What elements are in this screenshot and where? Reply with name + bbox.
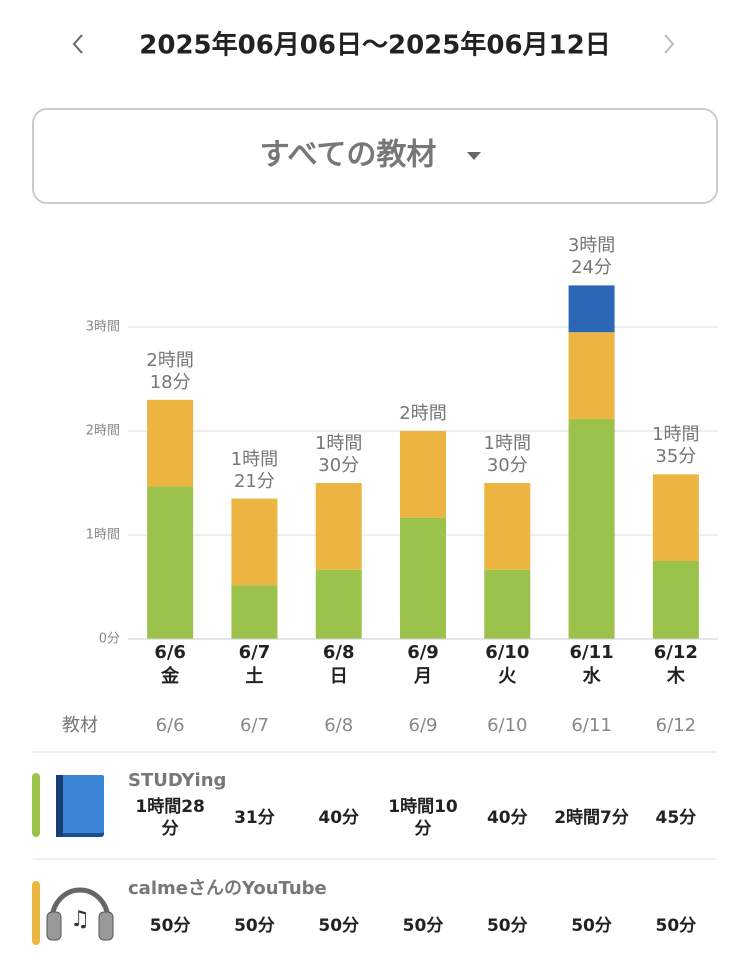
x-weekday-label: 土 bbox=[245, 666, 263, 687]
bar-segment bbox=[652, 561, 699, 639]
row-value: 50分 bbox=[234, 916, 275, 936]
y-tick-label: 1時間 bbox=[86, 528, 120, 543]
bar-segment bbox=[315, 569, 362, 639]
row-name: calmeさんのYouTube bbox=[128, 878, 327, 899]
row-value: 50分 bbox=[486, 916, 528, 936]
total-label: 2時間18分 bbox=[146, 349, 194, 393]
row-value: 50分 bbox=[655, 916, 697, 936]
row-value: 45分 bbox=[655, 808, 697, 828]
total-label: 1時間30分 bbox=[314, 433, 363, 476]
row-value: 1時間10分 bbox=[388, 797, 458, 839]
table-date: 6/12 bbox=[656, 715, 696, 736]
row-value: 1時間28分 bbox=[135, 797, 205, 839]
table-date: 6/9 bbox=[409, 715, 438, 736]
y-tick-label: 3時間 bbox=[86, 320, 120, 335]
row-value: 50分 bbox=[318, 916, 360, 936]
y-tick-label: 2時間 bbox=[86, 424, 120, 439]
x-tick-label: 6/8 bbox=[323, 642, 355, 663]
bar-segment bbox=[231, 585, 278, 639]
x-tick-label: 6/7 bbox=[239, 642, 271, 663]
x-tick-label: 6/9 bbox=[407, 642, 439, 663]
bar-segment bbox=[568, 332, 615, 419]
prev-arrow[interactable] bbox=[72, 34, 83, 54]
bar-segment bbox=[484, 483, 531, 570]
bar-segment bbox=[231, 498, 278, 586]
dropdown-caret bbox=[467, 152, 481, 160]
x-weekday-label: 日 bbox=[330, 666, 348, 687]
x-weekday-label: 金 bbox=[160, 665, 180, 687]
table-date: 6/8 bbox=[324, 715, 353, 736]
row-value: 50分 bbox=[571, 916, 612, 936]
table-date: 6/11 bbox=[571, 715, 611, 736]
total-label: 3時間24分 bbox=[567, 235, 616, 279]
bar-segment bbox=[484, 569, 531, 639]
bar-segment bbox=[400, 431, 446, 518]
x-weekday-label: 木 bbox=[666, 665, 686, 687]
headphones-icon: ♫ bbox=[46, 887, 114, 941]
total-label: 1時間21分 bbox=[230, 448, 279, 492]
table-header: 教材 bbox=[62, 715, 98, 736]
total-label: 1時間35分 bbox=[652, 424, 700, 468]
x-weekday-label: 水 bbox=[583, 665, 602, 687]
row-color-bar bbox=[32, 881, 40, 945]
x-tick-label: 6/12 bbox=[654, 642, 698, 663]
svg-text:♫: ♫ bbox=[70, 907, 90, 932]
table-date: 6/6 bbox=[156, 715, 185, 736]
bar-segment bbox=[315, 483, 362, 570]
row-value: 50分 bbox=[402, 916, 444, 936]
x-tick-label: 6/6 bbox=[154, 642, 186, 663]
bar-segment bbox=[147, 399, 194, 487]
row-value: 40分 bbox=[318, 808, 360, 828]
bar-segment bbox=[568, 418, 615, 639]
x-weekday-label: 火 bbox=[498, 666, 517, 687]
date-range: 2025年06月06日〜2025年06月12日 bbox=[139, 30, 610, 61]
book-icon bbox=[56, 775, 104, 837]
row-name: STUDYing bbox=[128, 770, 226, 791]
row-value: 50分 bbox=[149, 916, 191, 936]
filter-label: すべての教材 bbox=[260, 138, 437, 173]
bar-segment bbox=[652, 474, 699, 561]
next-arrow[interactable] bbox=[664, 34, 675, 54]
total-label: 1時間30分 bbox=[483, 433, 531, 476]
row-value: 31分 bbox=[234, 808, 275, 828]
x-tick-label: 6/11 bbox=[569, 642, 613, 663]
x-weekday-label: 月 bbox=[413, 666, 432, 687]
bar-segment bbox=[400, 517, 446, 639]
table-date: 6/7 bbox=[240, 715, 269, 736]
row-color-bar bbox=[32, 773, 40, 837]
bar-segment bbox=[568, 285, 615, 333]
y-tick-label: 0分 bbox=[99, 632, 120, 647]
x-tick-label: 6/10 bbox=[485, 642, 529, 663]
filter-dropdown[interactable] bbox=[32, 108, 718, 204]
table-date: 6/10 bbox=[487, 715, 527, 736]
total-label: 2時間 bbox=[399, 403, 447, 424]
row-value: 40分 bbox=[486, 808, 528, 828]
bar-segment bbox=[147, 486, 194, 639]
row-value: 2時間7分 bbox=[554, 808, 629, 828]
